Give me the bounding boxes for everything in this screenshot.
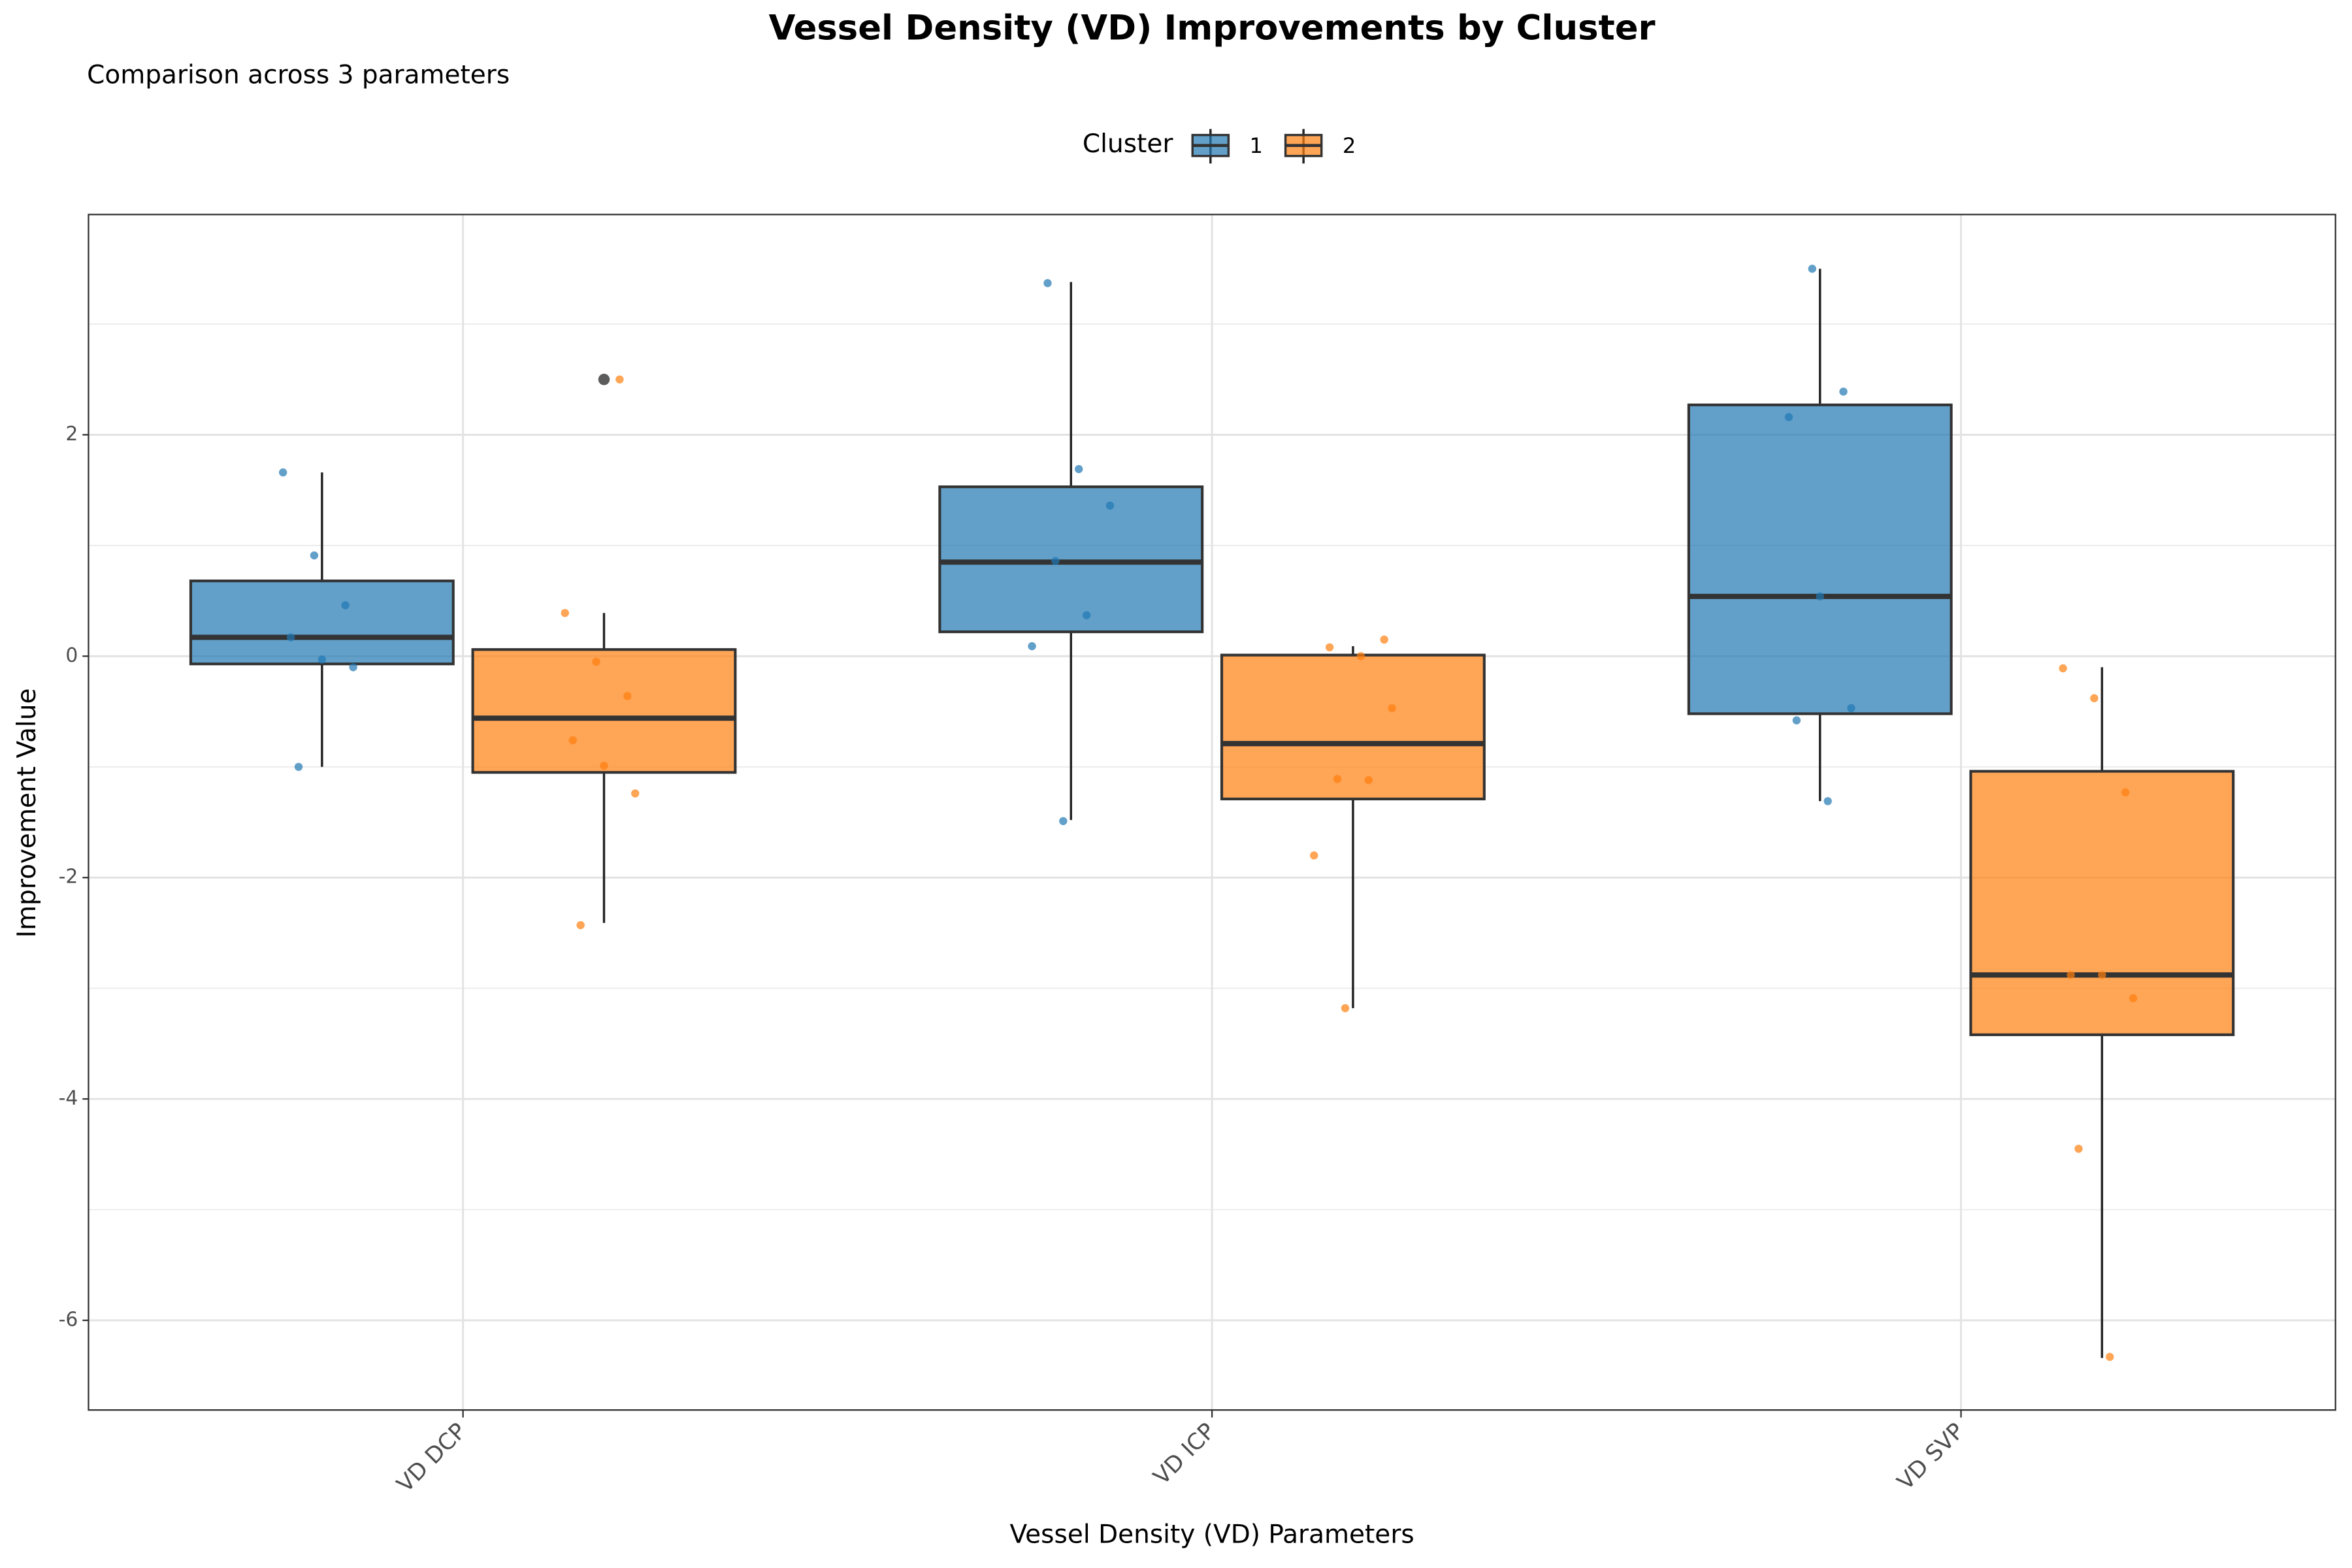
point [1043,279,1052,287]
legend-label: 1 [1250,133,1263,158]
point [349,663,357,672]
chart-subtitle: Comparison across 3 parameters [87,61,510,90]
point [1325,643,1334,651]
point [1051,557,1060,565]
point [615,375,624,384]
point [1808,265,1816,273]
point [341,601,350,610]
point [2090,694,2099,702]
plot [189,265,2235,1362]
point [2121,788,2130,796]
point [1341,1004,1350,1013]
y-tick-label: 2 [65,423,78,446]
point [1839,387,1848,396]
point [1059,817,1068,825]
y-tick-label: 0 [65,644,78,667]
point [1333,775,1342,783]
point [1388,704,1396,713]
box [189,580,455,666]
point [561,609,569,617]
point [286,633,295,642]
point [1792,716,1801,725]
box [471,648,737,774]
point [278,468,287,477]
point [2074,1145,2083,1153]
point [600,761,608,770]
point [318,655,327,664]
point [1784,413,1793,421]
outlier [598,374,610,385]
legend-label: 2 [1343,133,1356,158]
point [1380,635,1388,644]
point [2059,664,2067,673]
point [2129,994,2138,1003]
box [938,485,1204,634]
point [2066,971,2075,979]
chart-title: Vessel Density (VD) Improvements by Clus… [769,8,1656,48]
y-tick-label: -6 [59,1308,78,1331]
y-axis-label: Improvement Value [12,688,42,938]
point [1082,611,1091,619]
point [310,551,319,560]
box [1969,770,2235,1036]
box [1220,653,1486,800]
y-tick-label: -4 [59,1087,78,1110]
point [592,657,600,666]
point [631,789,640,798]
point [1310,851,1318,860]
point [623,692,632,700]
point [568,736,577,745]
y-tick-label: -2 [59,866,78,889]
point [576,921,585,930]
box [1687,403,1953,715]
point [1028,642,1036,651]
point [1356,652,1365,661]
point [294,762,303,771]
x-axis-label: Vessel Density (VD) Parameters [1010,1520,1414,1550]
point [2106,1352,2114,1362]
legend-title: Cluster [1083,129,1173,159]
point [1816,592,1824,601]
point [1823,797,1832,806]
point [1075,465,1083,474]
point [1364,776,1373,785]
point [1105,501,1115,510]
point [2098,971,2106,979]
grid [88,214,2336,1411]
point [1847,704,1855,713]
